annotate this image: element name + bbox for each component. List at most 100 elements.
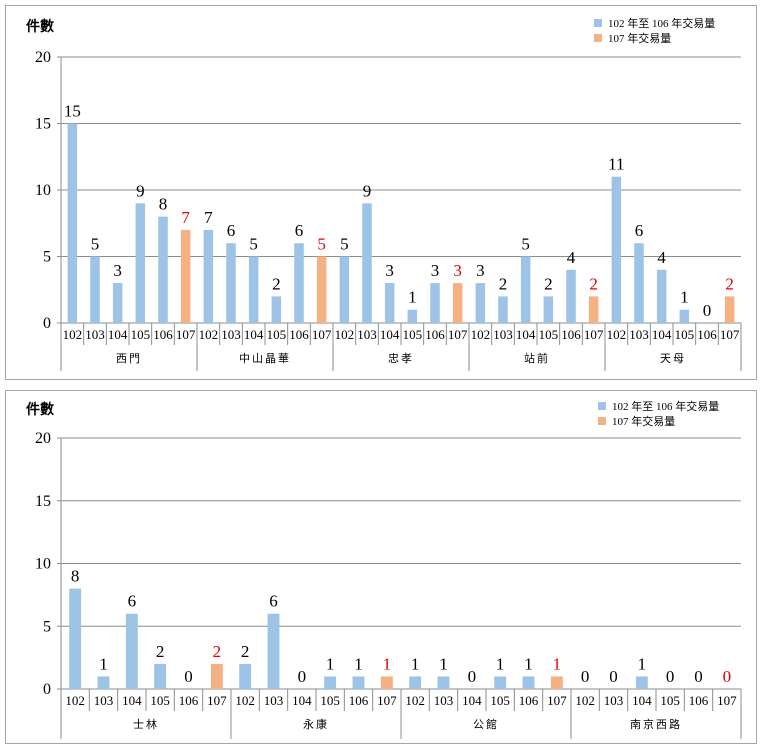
legend-label-past: 102 年至 106 年交易量: [612, 399, 719, 413]
x-tick-label: 107: [717, 693, 737, 708]
legend-swatch-past: [598, 402, 606, 410]
x-tick-label: 102: [235, 693, 255, 708]
x-tick-label: 103: [94, 693, 114, 708]
data-label: 2: [725, 274, 734, 293]
bar-past: [267, 613, 280, 689]
data-label: 0: [694, 667, 703, 686]
bar-past: [97, 676, 110, 689]
data-label: 2: [544, 274, 553, 293]
x-tick-label: 107: [448, 327, 468, 342]
group-label: 南京西路: [630, 717, 682, 731]
bar-past: [679, 309, 690, 323]
x-tick-label: 107: [377, 693, 397, 708]
bar-past: [67, 123, 78, 323]
bar-past: [69, 588, 82, 689]
x-tick-label: 103: [357, 327, 377, 342]
y-tick-label: 0: [43, 315, 51, 332]
data-label: 2: [499, 274, 508, 293]
data-label: 8: [159, 195, 168, 214]
data-label: 2: [272, 274, 281, 293]
x-tick-label: 104: [516, 327, 536, 342]
data-label: 5: [91, 235, 100, 254]
group-label: 西門: [116, 352, 142, 365]
y-tick-label: 15: [35, 116, 51, 133]
data-label: 1: [326, 654, 335, 673]
data-label: 1: [553, 654, 562, 673]
x-tick-label: 107: [584, 327, 604, 342]
data-label: 1: [638, 654, 647, 673]
legend-label-current: 107 年交易量: [612, 414, 675, 428]
y-tick-label: 15: [35, 493, 51, 510]
x-tick-label: 105: [660, 693, 680, 708]
chart-panel-top: 件數 0 5 10 15 20 102 年至 106 年交易量 107 年交易量 15 102 5 1…: [5, 5, 757, 380]
x-tick-label: 102: [65, 693, 85, 708]
bar-past: [520, 256, 531, 323]
bar-past: [430, 283, 440, 323]
data-label: 0: [609, 667, 618, 686]
x-tick-label: 104: [380, 327, 400, 342]
data-label: 0: [703, 301, 712, 320]
legend-label-current: 107 年交易量: [608, 31, 671, 45]
bar-past: [203, 229, 214, 323]
y-tick-label: 5: [43, 249, 51, 266]
data-label: 4: [657, 248, 666, 267]
data-label: 1: [411, 654, 420, 673]
bar-past: [339, 256, 350, 323]
x-tick-label: 106: [289, 327, 309, 342]
bar-past: [239, 663, 252, 689]
data-label: 3: [431, 261, 440, 280]
data-label: 1: [408, 288, 417, 307]
bar-past: [226, 243, 236, 323]
bar-past: [248, 256, 259, 323]
group-label: 站前: [524, 351, 550, 365]
x-tick-label: 103: [85, 327, 105, 342]
x-tick-label: 102: [607, 327, 627, 342]
group-label: 公館: [473, 717, 499, 731]
x-tick-label: 106: [425, 327, 445, 342]
group-label: 中山晶華: [239, 352, 291, 365]
x-tick-label: 105: [267, 327, 287, 342]
data-label: 3: [113, 261, 122, 280]
data-label: 7: [204, 208, 213, 227]
data-label: 1: [383, 654, 392, 673]
x-tick-label: 105: [131, 327, 151, 342]
bar-past: [407, 309, 418, 323]
x-tick-label: 102: [575, 693, 595, 708]
x-tick-label: 102: [199, 327, 219, 342]
data-label: 0: [723, 667, 732, 686]
y-tick-label: 10: [35, 182, 51, 199]
data-label: 2: [589, 274, 598, 293]
x-tick-label: 103: [629, 327, 649, 342]
x-tick-label: 103: [434, 693, 454, 708]
bar-current: [452, 283, 463, 323]
bar-past: [437, 676, 450, 689]
x-tick-label: 105: [539, 327, 559, 342]
group-label: 天母: [660, 352, 686, 365]
bar-past: [566, 269, 576, 323]
x-tick-label: 102: [335, 327, 355, 342]
bar-past: [90, 256, 100, 323]
x-tick-label: 107: [547, 693, 567, 708]
bar-past: [324, 676, 337, 689]
data-label: 0: [468, 667, 477, 686]
x-tick-label: 103: [264, 693, 284, 708]
chart-panel-bottom: 件數 0 5 10 15 20 102 年至 106 年交易量 107 年交易量 8 102 1 10…: [5, 390, 757, 744]
x-tick-label: 106: [561, 327, 581, 342]
data-label: 1: [99, 654, 108, 673]
data-label: 9: [363, 181, 372, 200]
bar-past: [362, 203, 372, 323]
x-tick-label: 107: [720, 327, 740, 342]
data-label: 1: [439, 654, 448, 673]
data-label: 6: [295, 221, 304, 240]
bar-current: [588, 296, 599, 323]
data-label: 1: [354, 654, 363, 673]
data-label: 0: [298, 667, 307, 686]
bar-current: [210, 663, 223, 689]
data-label: 0: [184, 667, 193, 686]
legend-label-past: 102 年至 106 年交易量: [608, 16, 715, 30]
y-tick-label: 10: [35, 556, 51, 573]
bar-past: [611, 176, 622, 323]
data-label: 6: [635, 221, 644, 240]
bar-past: [635, 676, 648, 689]
